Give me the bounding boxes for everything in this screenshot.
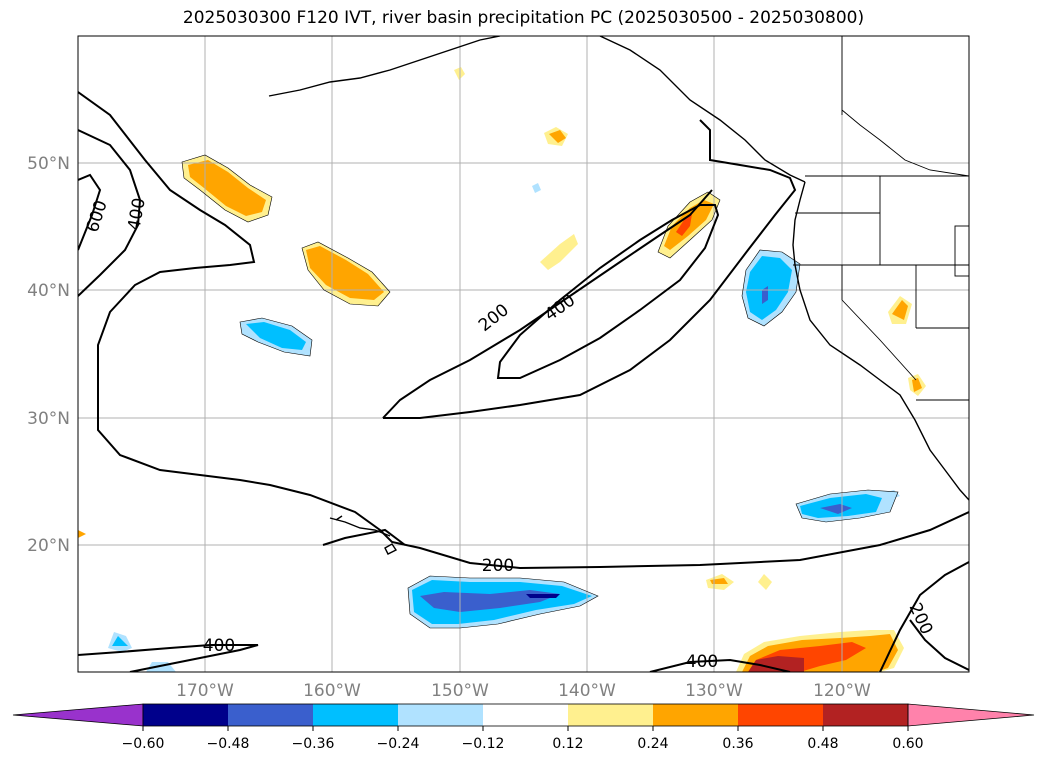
colorbar-outline (142, 703, 909, 727)
lon-label-160w: 160°W (303, 681, 361, 701)
precip-pos-blob (78, 530, 86, 538)
colorbar-segment (313, 704, 398, 726)
lon-label-130w: 130°W (685, 681, 743, 701)
outline (181, 154, 273, 223)
map-frame (77, 35, 970, 673)
precip-neg-moderate-blob (420, 590, 560, 612)
precip-pos-blob (306, 246, 384, 300)
hawaii-islet (335, 515, 343, 521)
coastlines (268, 36, 969, 555)
precip-pos-weak-blob (758, 574, 772, 590)
colorbar-tick-label: −0.48 (207, 736, 250, 752)
contour-label-200-mid: 200 (475, 300, 513, 336)
lat-label-50n: 50°N (27, 154, 70, 174)
outline (301, 241, 391, 307)
contour-200-se (879, 561, 969, 672)
colorbar-tick-label: −0.24 (377, 736, 420, 752)
pacific-northwest-coast (599, 36, 806, 183)
colorbar-segment (823, 704, 908, 726)
precip-neg-blob (246, 322, 306, 350)
ivt-contours (78, 91, 969, 672)
contour-200-hawaii (322, 528, 406, 546)
precip-neg-weak-blob (880, 490, 900, 500)
precip-neg-strong-blob (526, 594, 560, 598)
lat-label-40n: 40°N (27, 281, 70, 301)
lon-label-140w: 140°W (558, 681, 616, 701)
contour-label-400-se: 400 (686, 652, 718, 672)
graticule (78, 36, 969, 672)
lon-label-170w: 170°W (176, 681, 234, 701)
colorbar-extend-high (907, 703, 1035, 727)
contour-label-400-nw: 400 (124, 196, 149, 231)
precip-pos-blob (549, 130, 566, 143)
contour-400-sw (78, 644, 259, 672)
contour-200-outer (78, 91, 969, 570)
contour-label-600: 600 (83, 198, 112, 235)
colorbar-tick-label: −0.36 (292, 736, 335, 752)
map-title: 2025030300 F120 IVT, river basin precipi… (182, 8, 865, 28)
lat-label-30n: 30°N (27, 409, 70, 429)
lon-labels: 170°W 160°W 150°W 140°W 130°W 120°W (176, 681, 871, 701)
canada-border-region (841, 109, 969, 177)
colorbar-tick-label: 0.12 (552, 736, 583, 752)
precip-neg-blob (746, 256, 792, 320)
colorbar-extend-low (12, 703, 144, 727)
contour-label-400-mid: 400 (541, 290, 579, 325)
contour-200-se-inner (909, 619, 969, 671)
precip-pos-strongest-blob (748, 656, 804, 672)
lon-label-150w: 150°W (431, 681, 489, 701)
colorbar-segment (228, 704, 313, 726)
state-borders (793, 36, 970, 401)
outline (795, 489, 899, 523)
precip-pos-blob (892, 300, 908, 320)
colorbar-segment (483, 704, 568, 726)
contour-600 (78, 173, 102, 251)
colorbar-tick-label: 0.48 (807, 736, 838, 752)
colorbar-tick-label: −0.60 (122, 736, 165, 752)
contour-label-200-se: 200 (905, 600, 937, 638)
state-outline (954, 225, 970, 277)
precip-pos-blob (188, 160, 266, 216)
alaska-coast (268, 36, 501, 97)
colorbar-tick-label: −0.12 (462, 736, 505, 752)
lat-label-20n: 20°N (27, 536, 70, 556)
contour-400-mid (496, 204, 720, 379)
precip-neg-weak-blob (532, 183, 541, 193)
precip-outlines (181, 154, 899, 629)
colorbar-segment (143, 704, 228, 726)
outline (239, 317, 313, 357)
precip-pos-strong-blob (676, 214, 692, 236)
hawaii-islands (329, 517, 391, 537)
outline (741, 249, 801, 327)
precip-shading (78, 67, 926, 672)
contour-label-200-south: 200 (482, 556, 514, 576)
ca-nv-border-diag (841, 299, 917, 381)
colorbar-tick-label: 0.24 (637, 736, 668, 752)
colorbar-segment (568, 704, 653, 726)
colorbar-segment (738, 704, 823, 726)
colorbar-tick-label: 0.60 (892, 736, 923, 752)
contour-400-nw (78, 129, 142, 297)
precip-neg-moderate-blob (820, 504, 852, 514)
contour-200-mid (383, 119, 797, 419)
precip-pos-weak-blob (540, 234, 578, 270)
lon-label-120w: 120°W (813, 681, 871, 701)
colorbar-segment (653, 704, 738, 726)
us-west-coast (792, 181, 969, 501)
outline (407, 575, 599, 629)
colorbar: −0.60 −0.48 −0.36 −0.24 −0.12 0.12 0.24 0.36 0.4… (12, 703, 1035, 752)
hawaii-big-island (384, 543, 398, 555)
contour-label-400-sw: 400 (203, 636, 235, 656)
colorbar-tick-label: 0.36 (722, 736, 753, 752)
lat-labels: 50°N 40°N 30°N 20°N (27, 154, 70, 556)
precip-neg-blob (112, 636, 128, 646)
precip-pos-blob (912, 378, 922, 392)
colorbar-segment (398, 704, 483, 726)
contour-400-se (649, 658, 791, 672)
